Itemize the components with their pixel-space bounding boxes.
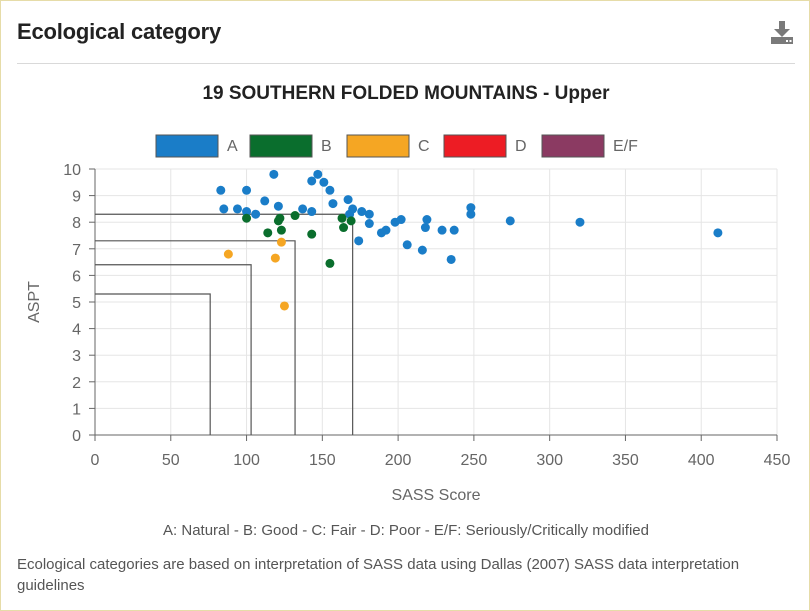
y-tick-label: 0 <box>72 428 81 445</box>
point-a <box>575 217 585 227</box>
x-tick-label: 200 <box>385 452 412 469</box>
point-a <box>328 199 338 209</box>
point-c <box>276 237 286 247</box>
point-a <box>417 245 427 255</box>
point-a <box>446 254 456 264</box>
point-b <box>242 213 252 223</box>
x-tick-label: 400 <box>688 452 715 469</box>
x-tick-label: 250 <box>461 452 488 469</box>
y-tick-label: 2 <box>72 375 81 392</box>
point-a <box>364 209 374 219</box>
point-b <box>307 229 317 239</box>
point-a <box>313 169 323 179</box>
point-a <box>449 225 459 235</box>
interpretation-note: Ecological categories are based on inter… <box>17 556 740 594</box>
point-c <box>270 253 280 263</box>
y-tick-label: 8 <box>72 215 81 232</box>
boundary-d <box>95 293 211 435</box>
x-tick-label: 100 <box>233 452 260 469</box>
point-a <box>319 177 329 187</box>
download-icon[interactable] <box>769 19 795 45</box>
point-a <box>273 201 283 211</box>
point-a <box>298 204 308 214</box>
point-a <box>357 207 367 217</box>
boundary-c <box>95 264 252 435</box>
point-a <box>251 209 261 219</box>
point-a <box>422 215 432 225</box>
legend-label-d: D <box>515 138 527 155</box>
point-b <box>275 213 285 223</box>
y-tick-label: 7 <box>72 242 81 259</box>
x-tick-label: 350 <box>612 452 639 469</box>
point-b <box>339 223 349 233</box>
point-c <box>279 301 289 311</box>
legend-swatch-b <box>249 134 313 158</box>
point-a <box>219 204 229 214</box>
chart-title: 19 SOUTHERN FOLDED MOUNTAINS - Upper <box>202 83 610 104</box>
point-a <box>364 219 374 229</box>
y-tick-label: 1 <box>72 401 81 418</box>
legend-label-a: A <box>227 138 238 155</box>
boundary-b <box>95 240 296 435</box>
point-a <box>402 240 412 250</box>
x-tick-label: 300 <box>536 452 563 469</box>
point-b <box>263 228 273 238</box>
point-a <box>216 185 226 195</box>
legend-swatch-d <box>443 134 507 158</box>
point-a <box>260 196 270 206</box>
point-a <box>325 185 335 195</box>
y-axis-title: ASPT <box>26 281 43 323</box>
point-a <box>269 169 279 179</box>
point-b <box>337 213 347 223</box>
point-b <box>276 225 286 235</box>
point-a <box>242 185 252 195</box>
y-tick-label: 9 <box>72 189 81 206</box>
x-tick-label: 150 <box>309 452 336 469</box>
point-a <box>713 228 723 238</box>
x-tick-label: 50 <box>162 452 180 469</box>
point-a <box>420 223 430 233</box>
point-a <box>307 207 317 217</box>
point-c <box>223 249 233 259</box>
point-a <box>242 207 252 217</box>
x-tick-label: 450 <box>764 452 791 469</box>
y-tick-label: 6 <box>72 268 81 285</box>
legend-label-ef: E/F <box>613 138 638 155</box>
point-a <box>466 203 476 213</box>
point-a <box>354 236 364 246</box>
point-b <box>290 211 300 221</box>
point-a <box>437 225 447 235</box>
legend-label-b: B <box>321 138 332 155</box>
legend-swatch-ef <box>541 134 605 158</box>
point-a <box>343 195 353 205</box>
y-tick-label: 4 <box>72 322 81 339</box>
point-a <box>348 204 358 214</box>
point-b <box>325 258 335 268</box>
legend-swatch-a <box>155 134 219 158</box>
y-tick-label: 10 <box>63 162 81 179</box>
point-a <box>466 209 476 219</box>
panel-header: Ecological category <box>17 1 795 64</box>
ecological-category-chart: A B C D E/F 0 50 100 150 200 250 300 350 400 450 0 1 2 3 4 5… <box>26 134 791 504</box>
x-tick-label: 0 <box>91 452 100 469</box>
point-b <box>346 216 356 226</box>
boundary-a <box>95 213 354 435</box>
point-a <box>232 204 242 214</box>
panel-title: Ecological category <box>17 19 222 44</box>
y-tick-label: 5 <box>72 295 81 312</box>
point-a <box>381 225 391 235</box>
y-tick-label: 3 <box>72 348 81 365</box>
point-a <box>505 216 515 226</box>
legend-label-c: C <box>418 138 430 155</box>
category-key: A: Natural - B: Good - C: Fair - D: Poor… <box>163 522 649 539</box>
legend-swatch-c <box>346 134 410 158</box>
point-a <box>307 176 317 186</box>
point-a <box>396 215 406 225</box>
x-axis-title: SASS Score <box>392 487 481 504</box>
